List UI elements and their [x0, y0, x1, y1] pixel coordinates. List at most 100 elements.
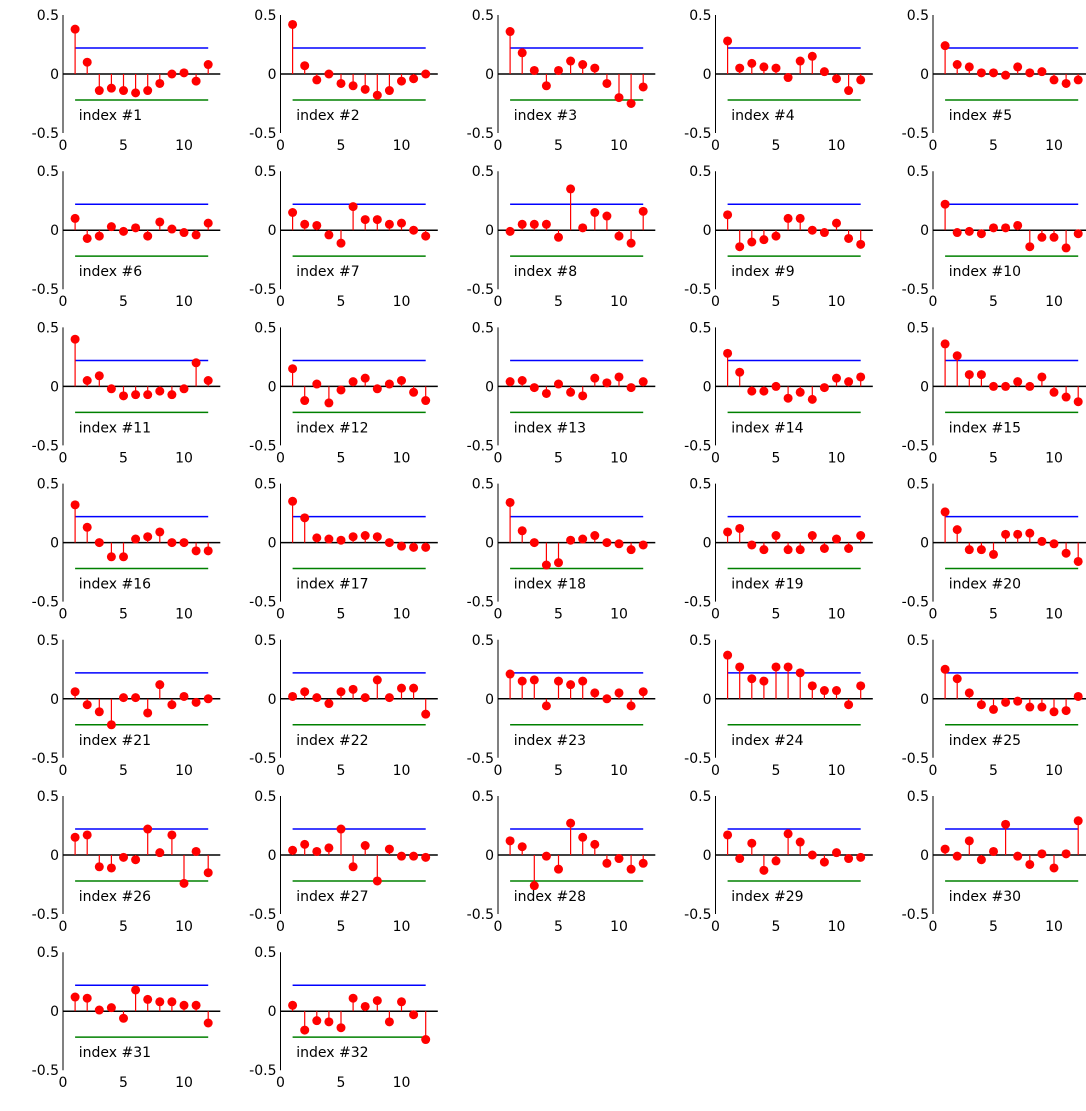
stem-marker	[1073, 75, 1083, 85]
y-tick-label: 0.5	[472, 320, 494, 336]
stem-marker	[964, 226, 974, 236]
y-tick-label: 0	[485, 67, 494, 83]
stem-marker	[578, 391, 588, 401]
stem-marker	[155, 848, 165, 858]
y-tick-label: -0.5	[249, 751, 276, 767]
panel-label: index #14	[731, 420, 803, 436]
stem-marker	[384, 379, 394, 389]
panel-label: index #32	[296, 1045, 368, 1061]
stem-marker	[747, 386, 757, 396]
stem-marker	[795, 213, 805, 223]
stem-marker	[1037, 372, 1047, 382]
y-tick-label: -0.5	[32, 595, 59, 611]
x-tick-label: 0	[59, 1075, 68, 1091]
stem-marker	[1025, 381, 1035, 391]
stem-marker	[614, 231, 624, 241]
stem-marker	[1073, 691, 1083, 701]
x-tick-label: 0	[711, 607, 720, 623]
stem-marker	[602, 211, 612, 221]
stem-marker	[324, 1017, 334, 1027]
stem-marker	[807, 850, 817, 860]
y-tick-label: -0.5	[249, 1063, 276, 1079]
stem-marker	[566, 535, 576, 545]
y-tick-label: 0	[268, 692, 277, 708]
stem-marker	[517, 676, 527, 686]
y-tick-label: 0.5	[37, 164, 59, 180]
stem-marker	[191, 358, 201, 368]
panel-label: index #28	[514, 889, 586, 905]
stem-marker	[747, 237, 757, 247]
stem-marker	[638, 540, 648, 550]
stem-marker	[976, 545, 986, 555]
stem-marker	[324, 843, 334, 853]
stem-marker	[783, 73, 793, 83]
y-tick-label: 0.5	[472, 164, 494, 180]
stem-marker	[82, 376, 92, 385]
x-tick-label: 10	[175, 1075, 193, 1091]
y-tick-label: -0.5	[684, 751, 711, 767]
x-tick-label: 0	[59, 763, 68, 779]
x-tick-label: 5	[337, 763, 346, 779]
stem-marker	[300, 687, 310, 697]
stem-marker	[541, 81, 551, 91]
x-tick-label: 0	[711, 450, 720, 466]
stem-marker	[795, 837, 805, 847]
x-tick-label: 0	[929, 450, 938, 466]
stem-marker	[844, 700, 854, 710]
stem-marker	[288, 845, 298, 855]
x-tick-label: 0	[276, 607, 285, 623]
stem-marker	[312, 75, 322, 85]
stem-marker	[964, 370, 974, 380]
y-tick-label: 0	[703, 536, 712, 552]
stem-marker	[70, 213, 80, 223]
stem-marker	[614, 372, 624, 382]
stem-marker	[421, 1035, 431, 1045]
y-tick-label: 0.5	[907, 320, 929, 336]
y-tick-label: 0.5	[37, 320, 59, 336]
y-tick-label: 0	[703, 692, 712, 708]
stem-marker	[70, 832, 80, 842]
y-tick-label: -0.5	[249, 126, 276, 142]
stem-marker	[203, 1018, 213, 1028]
stem-marker	[155, 680, 165, 690]
x-tick-label: 0	[59, 607, 68, 623]
stem-marker	[1049, 75, 1059, 85]
stem-marker	[336, 1023, 346, 1033]
stem-marker	[94, 538, 104, 548]
stem-marker	[360, 693, 370, 703]
stem-marker	[131, 534, 141, 544]
y-tick-label: 0	[50, 692, 59, 708]
stem-marker	[1001, 381, 1011, 391]
stem-marker	[167, 69, 177, 79]
y-tick-label: 0.5	[254, 8, 276, 24]
x-tick-label: 0	[59, 138, 68, 154]
y-tick-label: 0	[268, 223, 277, 239]
stem-marker	[1049, 863, 1059, 873]
stem-marker	[1001, 819, 1011, 829]
stem-marker	[795, 545, 805, 555]
stem-marker	[312, 846, 322, 856]
stem-marker	[203, 694, 213, 704]
y-tick-label: -0.5	[32, 1063, 59, 1079]
stem-marker	[1025, 68, 1035, 78]
stem-marker	[940, 339, 950, 349]
y-tick-label: -0.5	[467, 126, 494, 142]
stem-marker	[976, 370, 986, 380]
x-tick-label: 0	[276, 1075, 285, 1091]
stem-marker	[94, 371, 104, 381]
stem-marker	[300, 1025, 310, 1035]
stem-marker	[119, 552, 128, 562]
y-tick-label: 0.5	[907, 633, 929, 649]
stem-marker	[819, 857, 829, 867]
y-tick-label: 0	[485, 692, 494, 708]
stem-marker	[952, 525, 962, 535]
stem-marker	[119, 693, 128, 703]
